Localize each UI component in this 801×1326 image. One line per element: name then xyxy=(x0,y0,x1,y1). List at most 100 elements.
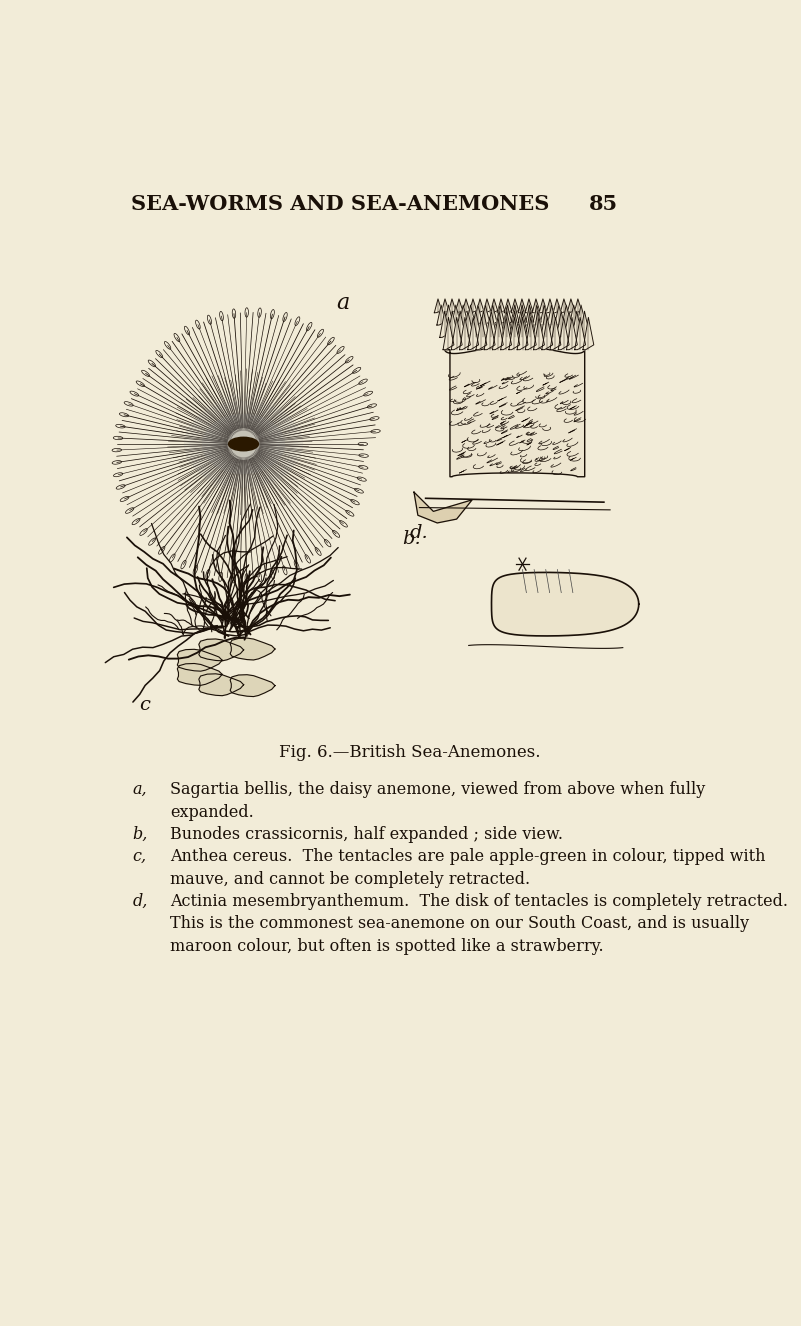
Polygon shape xyxy=(533,317,545,350)
Polygon shape xyxy=(434,298,441,313)
Polygon shape xyxy=(462,298,469,313)
Polygon shape xyxy=(445,346,585,477)
Polygon shape xyxy=(509,317,520,350)
Polygon shape xyxy=(177,663,222,686)
Text: expanded.: expanded. xyxy=(170,804,254,821)
Text: c: c xyxy=(139,696,150,713)
Polygon shape xyxy=(485,317,495,350)
Polygon shape xyxy=(440,312,449,337)
Polygon shape xyxy=(540,305,549,325)
Polygon shape xyxy=(481,305,489,325)
Polygon shape xyxy=(557,312,566,337)
Polygon shape xyxy=(525,312,535,337)
Ellipse shape xyxy=(202,414,285,475)
Ellipse shape xyxy=(183,400,303,487)
Polygon shape xyxy=(547,305,556,325)
Polygon shape xyxy=(502,312,512,337)
Polygon shape xyxy=(493,317,503,350)
Text: SEA-WORMS AND SEA-ANEMONES: SEA-WORMS AND SEA-ANEMONES xyxy=(131,194,549,213)
Polygon shape xyxy=(574,298,582,313)
Polygon shape xyxy=(455,298,463,313)
Polygon shape xyxy=(549,312,558,337)
Text: a,: a, xyxy=(133,781,147,798)
Text: Fig. 6.—British Sea-Anemones.: Fig. 6.—British Sea-Anemones. xyxy=(280,744,541,761)
Text: maroon colour, but often is spotted like a strawberry.: maroon colour, but often is spotted like… xyxy=(170,937,603,955)
Polygon shape xyxy=(496,305,505,325)
Polygon shape xyxy=(473,305,482,325)
Polygon shape xyxy=(562,305,570,325)
Polygon shape xyxy=(466,305,475,325)
Polygon shape xyxy=(509,312,519,337)
Polygon shape xyxy=(489,305,497,325)
Polygon shape xyxy=(477,298,484,313)
Polygon shape xyxy=(533,312,543,337)
Polygon shape xyxy=(177,650,222,671)
Polygon shape xyxy=(230,675,275,696)
Polygon shape xyxy=(577,305,586,325)
Polygon shape xyxy=(583,317,594,350)
Polygon shape xyxy=(230,638,275,660)
Polygon shape xyxy=(451,317,462,350)
Polygon shape xyxy=(460,317,470,350)
Polygon shape xyxy=(199,674,244,696)
Polygon shape xyxy=(505,298,512,313)
Polygon shape xyxy=(199,639,244,660)
Text: Sagartia bellis, the daisy anemone, viewed from above when fully: Sagartia bellis, the daisy anemone, view… xyxy=(170,781,705,798)
Polygon shape xyxy=(575,317,586,350)
Polygon shape xyxy=(437,305,445,325)
Text: c,: c, xyxy=(133,849,147,866)
Polygon shape xyxy=(518,305,526,325)
Text: This is the commonest sea-anemone on our South Coast, and is usually: This is the commonest sea-anemone on our… xyxy=(170,915,749,932)
Polygon shape xyxy=(501,317,512,350)
Polygon shape xyxy=(560,298,568,313)
Text: b,: b, xyxy=(133,826,148,843)
Polygon shape xyxy=(490,298,497,313)
Text: mauve, and cannot be completely retracted.: mauve, and cannot be completely retracte… xyxy=(170,871,530,887)
Polygon shape xyxy=(541,312,550,337)
Polygon shape xyxy=(517,312,527,337)
Ellipse shape xyxy=(228,438,259,451)
Text: d.: d. xyxy=(410,524,429,542)
Polygon shape xyxy=(469,298,477,313)
Polygon shape xyxy=(479,312,489,337)
Polygon shape xyxy=(550,317,561,350)
Polygon shape xyxy=(449,298,456,313)
Polygon shape xyxy=(532,298,540,313)
Polygon shape xyxy=(503,305,512,325)
Text: a: a xyxy=(336,292,350,314)
Polygon shape xyxy=(517,317,528,350)
Polygon shape xyxy=(486,312,496,337)
Polygon shape xyxy=(463,312,473,337)
Polygon shape xyxy=(452,305,460,325)
Polygon shape xyxy=(459,305,468,325)
Polygon shape xyxy=(445,305,453,325)
Polygon shape xyxy=(533,305,541,325)
Polygon shape xyxy=(553,298,561,313)
Text: Anthea cereus.  The tentacles are pale apple-green in colour, tipped with: Anthea cereus. The tentacles are pale ap… xyxy=(170,849,766,866)
Polygon shape xyxy=(483,298,491,313)
Polygon shape xyxy=(510,305,519,325)
Polygon shape xyxy=(448,312,457,337)
Polygon shape xyxy=(455,312,465,337)
Polygon shape xyxy=(525,298,533,313)
Polygon shape xyxy=(497,298,505,313)
Polygon shape xyxy=(558,317,570,350)
Text: 85: 85 xyxy=(590,194,618,213)
Polygon shape xyxy=(414,492,472,522)
Polygon shape xyxy=(492,573,638,636)
Polygon shape xyxy=(546,298,553,313)
Polygon shape xyxy=(525,317,536,350)
Polygon shape xyxy=(476,317,487,350)
Text: Actinia mesembryanthemum.  The disk of tentacles is completely retracted.: Actinia mesembryanthemum. The disk of te… xyxy=(170,892,788,910)
Polygon shape xyxy=(443,317,454,350)
Polygon shape xyxy=(525,305,533,325)
Polygon shape xyxy=(572,312,582,337)
Text: b.: b. xyxy=(402,530,421,548)
Polygon shape xyxy=(564,312,574,337)
Polygon shape xyxy=(580,312,590,337)
Polygon shape xyxy=(567,298,574,313)
Text: d,: d, xyxy=(133,892,148,910)
Polygon shape xyxy=(566,317,578,350)
Polygon shape xyxy=(539,298,546,313)
Polygon shape xyxy=(541,317,553,350)
